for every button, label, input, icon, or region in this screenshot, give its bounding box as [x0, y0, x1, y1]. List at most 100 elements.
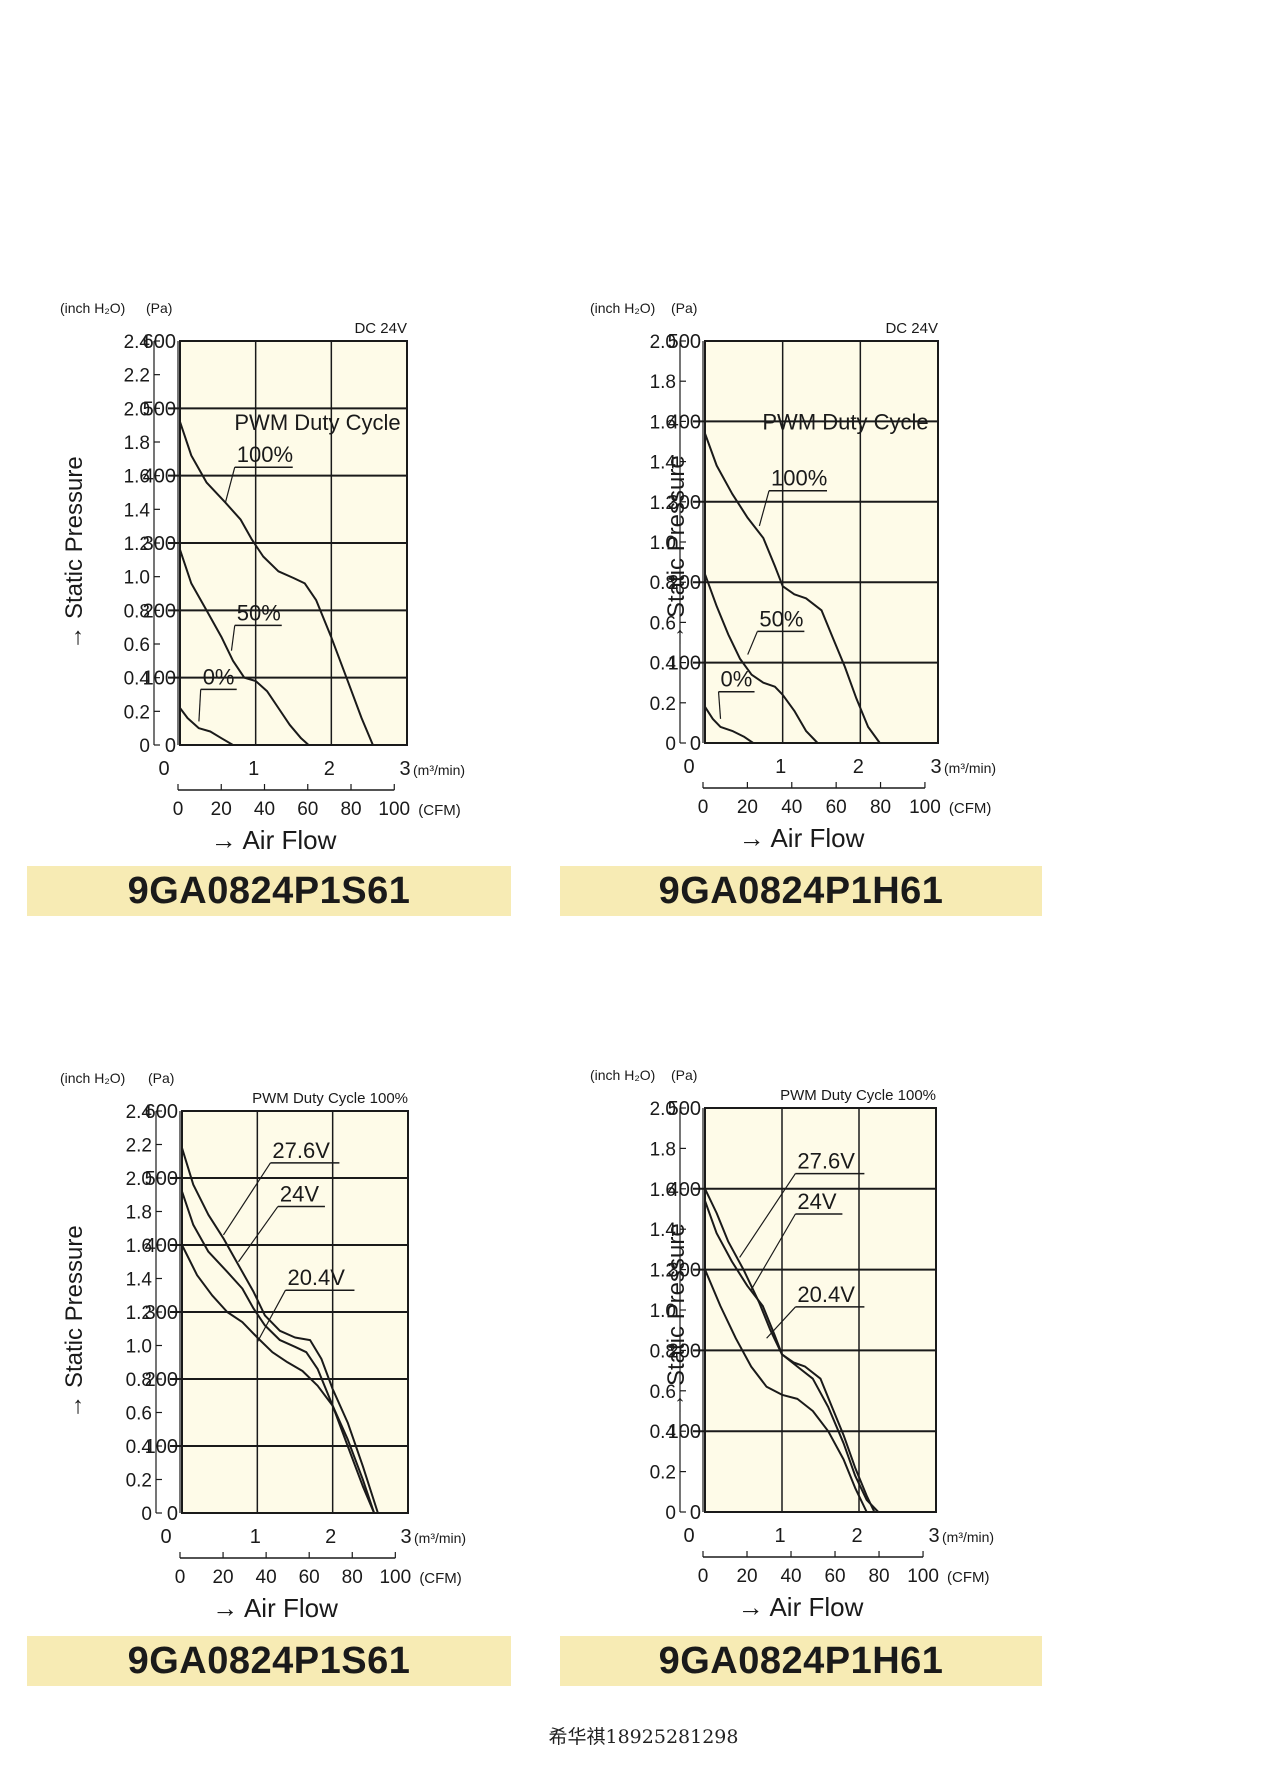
x-cfm-tick-label: 20: [737, 797, 758, 818]
chart-svg: (inch H₂O) (Pa)DC 24V010020030040050000.2…: [590, 300, 996, 853]
y-pa-tick-label: 200: [143, 600, 176, 622]
y-inch-tick-label: 0.2: [124, 702, 150, 723]
x-m3-tick-label: 3: [400, 1526, 411, 1548]
y-inch-tick-label: 0.4: [650, 1422, 677, 1443]
x-m3-tick-label: 1: [774, 1525, 785, 1547]
y-pa-tick-label: 100: [143, 668, 176, 690]
x-m3-tick-label: 1: [775, 756, 786, 778]
y-inch-tick-label: 1.2: [650, 1261, 676, 1282]
y-pa-tick-label: 100: [668, 653, 701, 675]
x-m3-tick-label: 0: [683, 756, 694, 778]
y-inch-tick-label: 0: [665, 1503, 676, 1524]
y-inch-tick-label: 1.0: [650, 533, 676, 554]
plot-area: [704, 1107, 937, 1513]
series-line: [704, 433, 881, 744]
y-pa-tick-label: 600: [143, 331, 176, 353]
model-name: 9GA0824P1S61: [127, 1639, 411, 1682]
y-inch-tick-label: 1.6: [650, 412, 676, 433]
series-leader-line: [747, 631, 758, 655]
plot-area: [704, 340, 939, 744]
y-inch-tick-label: 0.4: [126, 1437, 153, 1458]
chart-panel-1: (inch H₂O) (Pa) DC 24V 0 100 200 300 400 500 600 0…: [0, 280, 640, 920]
y-pa-tick-label: 500: [668, 331, 701, 353]
series-line: [179, 549, 310, 746]
chart-panel-2: (inch H₂O) (Pa) DC 24V 0 100 200 300 400 500 0 0.2…: [530, 280, 1170, 920]
y-inch-tick-label: 1.4: [650, 453, 677, 474]
series-leader-line: [256, 1289, 286, 1343]
series-leader-line: [198, 689, 202, 722]
y-inch-tick-label: 1.0: [650, 1301, 676, 1322]
y-pa-tick-label: 100: [668, 1421, 701, 1443]
y-right-unit-label: (Pa): [671, 300, 697, 316]
x-cfm-unit-label: (CFM): [947, 1569, 989, 1586]
x-cfm-tick-label: 20: [212, 1567, 233, 1588]
model-name: 9GA0824P1S61: [127, 869, 411, 912]
series-label: 100%: [771, 466, 827, 491]
series-line: [704, 1269, 868, 1513]
y-right-unit-label: (Pa): [148, 1070, 174, 1086]
model-name: 9GA0824P1H61: [658, 869, 944, 912]
y-axis-title: → Static Pressure: [61, 1225, 88, 1418]
y-pa-tick-label: 200: [145, 1369, 178, 1391]
y-inch-tick-label: 0.6: [124, 635, 150, 656]
y-pa-tick-label: 500: [143, 398, 176, 420]
y-pa-tick-label: 100: [145, 1436, 178, 1458]
x-m3-tick-label: 0: [158, 758, 169, 780]
series-leader-line: [739, 1173, 796, 1258]
y-axis-title: → Static Pressure: [663, 455, 690, 648]
y-left-unit-label: (inch H₂O): [60, 1070, 125, 1086]
y-pa-tick-label: 300: [145, 1302, 178, 1324]
x-m3-tick-label: 0: [683, 1525, 694, 1547]
x-cfm-tick-label: 100: [379, 1567, 411, 1588]
x-cfm-tick-label: 20: [211, 799, 232, 820]
y-inch-tick-label: 2.0: [650, 1099, 676, 1120]
x-m3-tick-label: 2: [325, 1526, 336, 1548]
y-inch-tick-label: 1.8: [124, 433, 150, 454]
x-cfm-tick-label: 60: [299, 1567, 320, 1588]
y-pa-tick-label: 400: [668, 1179, 701, 1201]
x-cfm-tick-label: 60: [826, 797, 847, 818]
x-cfm-tick-label: 100: [909, 797, 941, 818]
footer-contact: 希华祺18925281298: [548, 1726, 739, 1748]
y-inch-tick-label: 2.4: [126, 1102, 153, 1123]
x-m3-tick-label: 3: [928, 1525, 939, 1547]
series-line: [179, 707, 234, 746]
y-inch-tick-label: 0: [665, 734, 676, 755]
series-label: 20.4V: [287, 1265, 345, 1290]
series-label: 0%: [721, 667, 753, 692]
x-cfm-tick-label: 80: [342, 1567, 363, 1588]
x-cfm-tick-label: 40: [781, 797, 802, 818]
chart-svg: (inch H₂O) (Pa)PWM Duty Cycle 100%0100200…: [60, 1070, 466, 1623]
series-line: [704, 573, 819, 744]
y-inch-tick-label: 0.4: [124, 669, 151, 690]
y-inch-tick-label: 2.2: [126, 1136, 152, 1157]
y-pa-tick-label: 0: [165, 735, 176, 757]
y-inch-tick-label: 1.6: [650, 1180, 676, 1201]
x-m3-unit-label: (m³/min): [414, 1530, 466, 1546]
y-pa-tick-label: 400: [143, 466, 176, 488]
y-inch-tick-label: 0: [139, 736, 150, 757]
model-caption-bar: 9GA0824P1S61: [27, 1636, 511, 1686]
y-inch-tick-label: 1.8: [650, 1139, 676, 1160]
x-cfm-unit-label: (CFM): [419, 1570, 461, 1587]
y-axis-title: → Static Pressure: [663, 1223, 690, 1416]
y-inch-tick-label: 1.0: [124, 568, 150, 589]
y-inch-tick-label: 0.6: [126, 1404, 152, 1425]
series-label: 0%: [203, 664, 235, 689]
series-label: 24V: [797, 1189, 836, 1214]
y-inch-tick-label: 1.2: [650, 493, 676, 514]
x-axis-title: → Air Flow: [211, 825, 337, 855]
series-line: [181, 1147, 379, 1514]
y-inch-tick-label: 1.2: [124, 534, 150, 555]
series-line: [704, 706, 754, 744]
x-cfm-unit-label: (CFM): [418, 802, 460, 819]
series-leader-line: [222, 1162, 271, 1236]
y-pa-tick-label: 300: [668, 1260, 701, 1282]
y-inch-tick-label: 1.8: [126, 1203, 152, 1224]
x-axis-title: → Air Flow: [739, 823, 865, 853]
x-m3-unit-label: (m³/min): [944, 760, 996, 776]
x-m3-unit-label: (m³/min): [942, 1529, 994, 1545]
series-label: 20.4V: [797, 1282, 855, 1307]
series-line: [704, 1200, 876, 1513]
y-inch-tick-label: 0.8: [650, 573, 676, 594]
